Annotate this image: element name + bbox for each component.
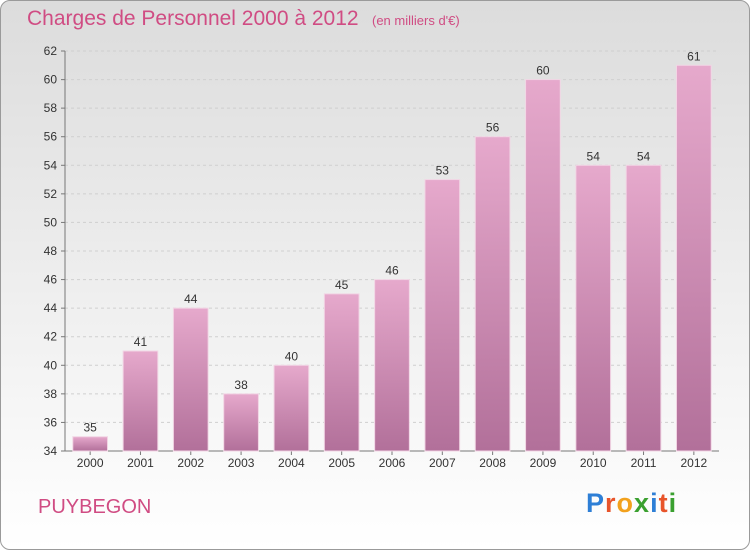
bar [424,179,461,452]
y-tick-label: 50 [44,215,58,229]
y-tick-label: 38 [44,387,58,401]
y-tick-label: 34 [44,444,58,458]
logo-letter: P [586,488,606,518]
bar-value-label: 54 [587,149,601,163]
bar [273,364,310,452]
bar [525,79,561,452]
y-tick-label: 36 [44,415,58,429]
y-tick-label: 44 [44,301,58,315]
logo-letter: t [658,488,669,518]
axes: 34 36 38 40 42 44 46 48 50 52 54 56 58 60 62 2000 2001 20… [44,44,719,470]
x-tick-label: 2006 [379,456,406,470]
bar-value-label: 60 [536,64,550,78]
bar [172,307,209,452]
y-tick-label: 62 [44,44,58,58]
logo-letter: o [616,488,635,518]
town-name: PUYBEGON [38,496,152,518]
bar-value-label: 46 [385,264,399,278]
chart-title: Charges de Personnel 2000 à 2012 [27,7,359,30]
bar [374,279,410,452]
bar-value-label: 35 [83,421,97,435]
x-tick-label: 2007 [429,456,456,470]
x-tick-label: 2009 [530,456,557,470]
x-tick-label: 2000 [77,456,104,470]
x-tick-label: 2005 [328,456,355,470]
bar [323,293,360,452]
bar-value-label: 44 [184,292,198,306]
bar [223,393,259,452]
y-tick-label: 60 [44,73,58,87]
x-tick-label: 2004 [278,456,305,470]
data-labels: 35 41 44 38 40 45 46 53 56 60 54 54 61 [83,49,700,434]
bars [72,64,712,452]
bar [122,350,159,452]
x-tick-label: 2012 [680,456,707,470]
y-tick-label: 54 [44,158,58,172]
x-tick-label: 2002 [177,456,204,470]
bar-value-label: 56 [486,121,500,135]
y-tick-label: 52 [44,187,58,201]
x-tick-label: 2001 [127,456,154,470]
bar [72,436,109,452]
bar-value-label: 61 [687,49,701,63]
bar-value-label: 41 [134,335,148,349]
bar-value-label: 40 [285,349,299,363]
x-tick-label: 2003 [228,456,255,470]
logo-letter: r [605,488,617,518]
y-tick-label: 56 [44,130,58,144]
proxiti-logo: Proxiti [586,488,677,519]
chart-subtitle: (en milliers d'€) [372,13,460,28]
logo-letter: i [650,488,659,518]
logo-letter: i [668,488,678,518]
x-tick-label: 2011 [631,456,657,470]
y-tick-label: 46 [44,273,58,287]
bar-value-label: 38 [234,378,248,392]
bar [625,164,662,452]
bar-value-label: 45 [335,278,349,292]
x-tick-label: 2010 [580,456,607,470]
bar-value-label: 53 [436,164,450,178]
bar [575,164,612,452]
y-tick-label: 48 [44,244,58,258]
bar-value-label: 54 [637,149,651,163]
y-tick-label: 40 [44,358,58,372]
logo-letter: x [634,488,651,518]
bar [675,64,712,452]
bar [474,136,511,452]
x-tick-label: 2008 [479,456,506,470]
y-tick-label: 42 [44,330,58,344]
y-tick-label: 58 [44,101,58,115]
